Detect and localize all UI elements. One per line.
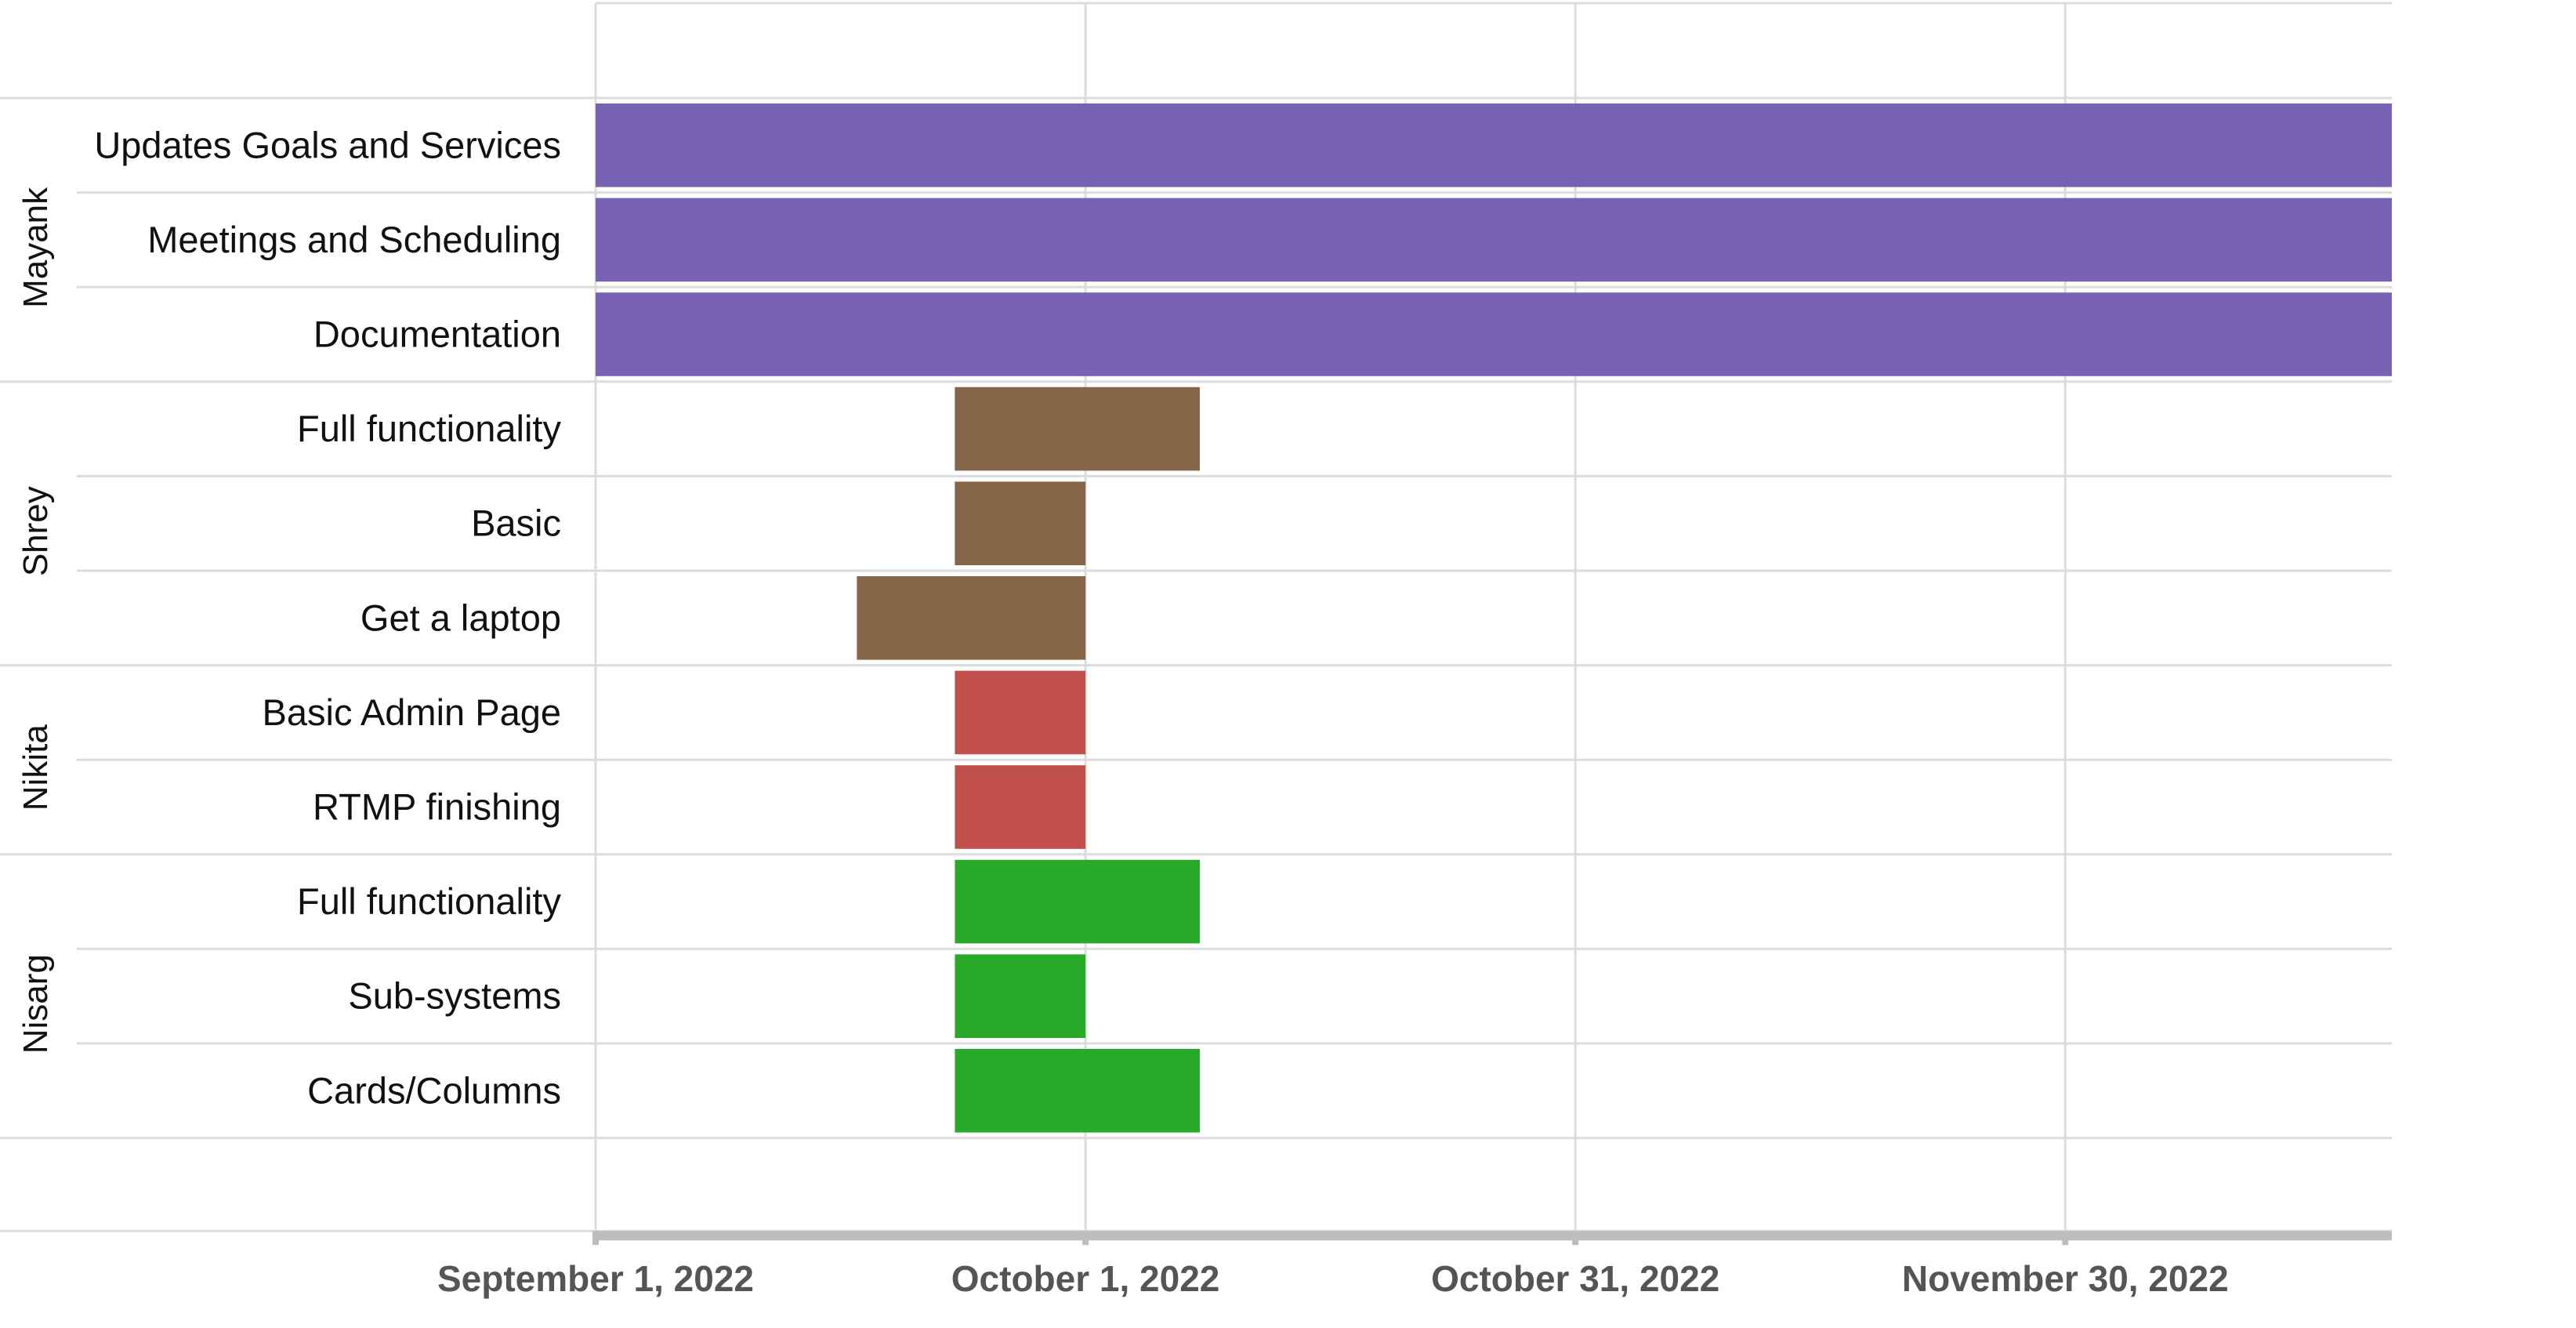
gridlines: [0, 2, 2392, 1233]
task-label: Documentation: [313, 314, 561, 355]
task-label: RTMP finishing: [313, 786, 561, 828]
task-label: Sub-systems: [348, 975, 561, 1017]
task-bar: [955, 481, 1086, 565]
group-label: Shrey: [16, 486, 55, 576]
task-label: Meetings and Scheduling: [147, 219, 561, 260]
task-label: Cards/Columns: [307, 1069, 561, 1111]
task-bar: [955, 954, 1086, 1038]
group-label: Nisarg: [16, 954, 55, 1054]
x-tick-label: November 30, 2022: [1902, 1258, 2229, 1299]
x-tick-label: October 31, 2022: [1431, 1258, 1719, 1299]
task-bar: [955, 765, 1086, 849]
task-label: Full functionality: [297, 880, 561, 922]
task-bar: [955, 1049, 1200, 1133]
task-bars: [596, 103, 2392, 1133]
group-label: Nikita: [16, 724, 55, 811]
task-label: Get a laptop: [360, 597, 561, 638]
task-bar: [596, 292, 2392, 376]
group-labels: Mayank Shrey Nikita Nisarg: [16, 187, 55, 1054]
x-axis: September 1, 2022 October 1, 2022 October …: [437, 1231, 2392, 1299]
task-label: Full functionality: [297, 408, 561, 449]
task-bar: [955, 859, 1200, 944]
x-tick-label: October 1, 2022: [951, 1258, 1220, 1299]
task-bar: [955, 386, 1200, 471]
task-bar: [955, 670, 1086, 755]
group-label: Mayank: [16, 187, 55, 308]
task-labels: Updates Goals and Services Meetings and S…: [94, 124, 561, 1111]
task-label: Basic: [471, 503, 561, 544]
task-bar: [596, 103, 2392, 187]
task-label: Basic Admin Page: [263, 691, 561, 733]
x-tick-label: September 1, 2022: [437, 1258, 754, 1299]
task-label: Updates Goals and Services: [94, 124, 561, 165]
task-bar: [857, 576, 1086, 660]
task-bar: [596, 198, 2392, 282]
